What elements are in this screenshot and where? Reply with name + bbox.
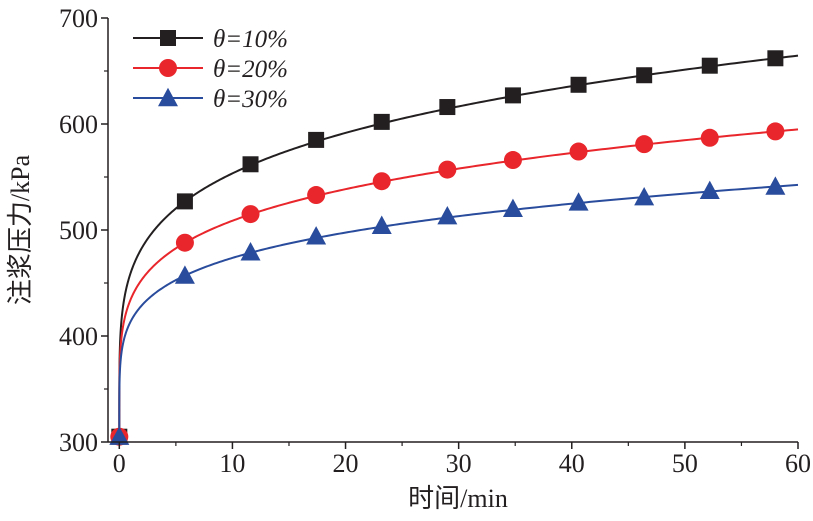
series-marker-circle bbox=[159, 59, 177, 77]
series-marker-circle bbox=[241, 205, 260, 224]
series-marker-circle bbox=[307, 186, 326, 205]
x-tick-label: 30 bbox=[446, 449, 472, 478]
series-marker-triangle bbox=[240, 242, 261, 261]
series-marker-circle bbox=[438, 160, 457, 179]
x-tick-label: 20 bbox=[333, 449, 359, 478]
series-line bbox=[118, 128, 799, 437]
x-tick-label: 60 bbox=[785, 449, 811, 478]
series-marker-circle bbox=[766, 122, 785, 141]
series-marker-triangle bbox=[437, 206, 458, 225]
series-group bbox=[110, 122, 799, 446]
series-group bbox=[111, 50, 799, 445]
x-tick-label: 50 bbox=[672, 449, 698, 478]
y-tick-label: 400 bbox=[59, 322, 98, 351]
series-marker-square bbox=[160, 30, 176, 46]
series-marker-square bbox=[373, 113, 390, 130]
legend: θ=10% θ=20% θ=30% bbox=[133, 26, 288, 113]
series-marker-square bbox=[504, 87, 521, 104]
series-marker-circle bbox=[175, 233, 194, 252]
series-line bbox=[118, 183, 799, 437]
legend-label: θ=30% bbox=[213, 86, 288, 113]
series-marker-triangle bbox=[158, 87, 178, 107]
y-tick-label: 300 bbox=[59, 428, 98, 457]
series-group bbox=[109, 176, 799, 445]
y-tick-label: 600 bbox=[59, 110, 98, 139]
series-marker-triangle bbox=[502, 198, 523, 217]
series-marker-square bbox=[636, 67, 653, 84]
series-marker-triangle bbox=[371, 215, 392, 234]
series-marker-triangle bbox=[306, 226, 327, 245]
series-marker-triangle bbox=[109, 426, 130, 445]
series-layer bbox=[109, 50, 799, 446]
series-marker-triangle bbox=[568, 192, 589, 211]
series-marker-circle bbox=[569, 142, 588, 161]
y-axis-title: 注浆压力/kPa bbox=[6, 154, 35, 305]
series-marker-square bbox=[242, 156, 259, 173]
series-marker-circle bbox=[503, 151, 522, 170]
series-marker-square bbox=[308, 131, 325, 148]
series-marker-square bbox=[701, 57, 718, 74]
x-tick-label: 0 bbox=[113, 449, 126, 478]
legend-label: θ=10% bbox=[213, 26, 288, 53]
series-marker-square bbox=[439, 99, 456, 116]
series-marker-triangle bbox=[634, 186, 655, 206]
x-tick-label: 40 bbox=[559, 449, 585, 478]
series-marker-circle bbox=[635, 135, 654, 154]
axes: 0 10 20 30 40 50 60 300 400 500 600 700 bbox=[59, 4, 811, 478]
series-marker-square bbox=[176, 193, 193, 210]
series-marker-circle bbox=[372, 172, 391, 191]
series-marker-circle bbox=[700, 128, 719, 147]
series-marker-triangle bbox=[765, 176, 786, 195]
series-marker-square bbox=[570, 76, 587, 93]
y-tick-label: 500 bbox=[59, 216, 98, 245]
series-marker-triangle bbox=[699, 180, 720, 199]
x-tick-label: 10 bbox=[219, 449, 245, 478]
y-tick-label: 700 bbox=[59, 4, 98, 33]
series-marker-square bbox=[767, 50, 784, 67]
x-axis-title: 时间/min bbox=[408, 484, 508, 513]
series-marker-triangle bbox=[174, 265, 195, 284]
legend-label: θ=20% bbox=[213, 56, 288, 83]
